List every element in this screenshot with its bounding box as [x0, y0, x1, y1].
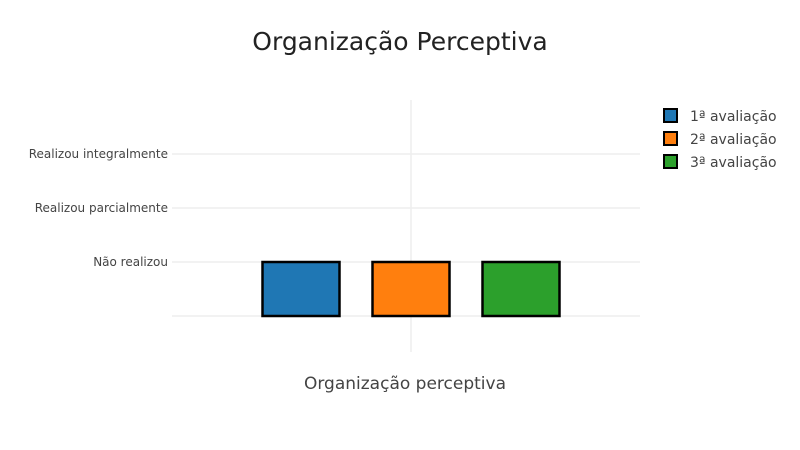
legend-label: 3ª avaliação	[690, 155, 777, 171]
y-tick-label: Não realizou	[93, 255, 168, 269]
legend-item: 1ª avaliação	[663, 108, 777, 125]
legend: 1ª avaliação 2ª avaliação 3ª avaliação	[663, 108, 777, 171]
legend-label: 1ª avaliação	[690, 109, 777, 125]
bars	[261, 260, 561, 318]
y-axis-ticks: Não realizou Realizou parcialmente Realizo…	[29, 147, 168, 269]
x-axis-label: Organização perceptiva	[304, 374, 506, 394]
grid	[172, 100, 640, 352]
legend-item: 2ª avaliação	[663, 131, 777, 148]
legend-label: 2ª avaliação	[690, 132, 777, 148]
bar	[481, 260, 561, 318]
bar	[371, 260, 451, 318]
legend-swatch	[663, 154, 678, 169]
bar	[261, 260, 341, 318]
legend-swatch	[663, 131, 678, 146]
legend-item: 3ª avaliação	[663, 154, 777, 171]
chart-title: Organização Perceptiva	[252, 27, 547, 56]
y-tick-label: Realizou integralmente	[29, 147, 168, 161]
y-tick-label: Realizou parcialmente	[35, 201, 168, 215]
legend-swatch	[663, 108, 678, 123]
